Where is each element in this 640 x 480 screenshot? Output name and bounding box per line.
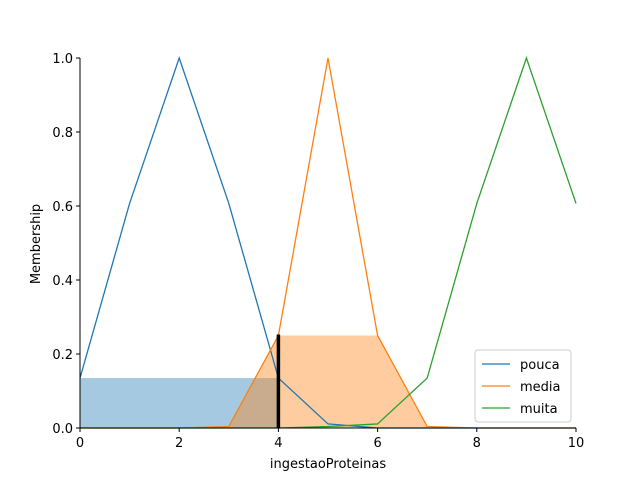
legend-label-muita: muita [520,402,558,417]
x-axis-label: ingestaoProteinas [270,457,386,472]
y-tick-label: 0.4 [52,274,73,289]
fill-pouca [80,378,279,428]
legend-box [474,349,572,423]
x-tick-label: 4 [274,436,282,451]
legend-label-pouca: pouca [520,358,560,373]
axes [79,58,576,429]
y-tick-label: 1.0 [52,52,73,67]
x-tick-label: 10 [568,436,585,451]
legend: pouca media muita [474,349,572,423]
legend-label-media: media [520,380,561,395]
y-tick-label: 0.6 [52,200,73,215]
y-axis-label: Membership [29,204,44,284]
y-tick-label: 0.8 [52,126,73,141]
fill-media [228,335,428,428]
y-tick-label: 0.0 [52,422,73,437]
y-tick-label: 0.2 [52,348,73,363]
x-ticks: 0 2 4 6 8 10 [76,428,584,451]
x-tick-label: 8 [473,436,481,451]
y-ticks: 0.0 0.2 0.4 0.6 0.8 1.0 [52,52,80,437]
x-tick-label: 2 [175,436,183,451]
x-tick-label: 0 [76,436,84,451]
x-tick-label: 6 [373,436,381,451]
